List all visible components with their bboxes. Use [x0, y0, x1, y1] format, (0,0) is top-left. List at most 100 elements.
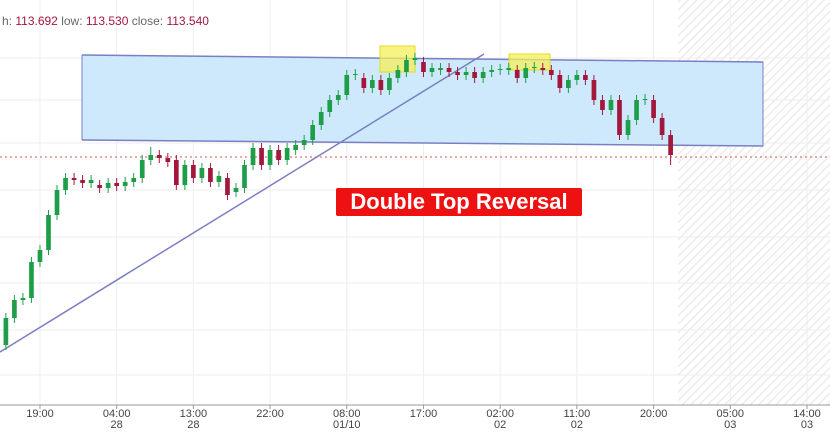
x-tick-sublabel: 28: [111, 419, 123, 431]
x-tick-label: 13:00: [180, 408, 208, 420]
candle-body: [591, 80, 597, 100]
x-tick-sublabel: 01/10: [333, 419, 361, 431]
candle-body: [225, 178, 230, 195]
candle-body: [46, 215, 51, 250]
candle-body: [387, 78, 392, 90]
candle-body: [361, 78, 367, 88]
candle-body: [173, 160, 179, 185]
candle-body: [531, 67, 537, 68]
x-tick-label: 14:00: [793, 408, 821, 420]
x-tick-label: 11:00: [564, 408, 591, 420]
candle-body: [412, 58, 418, 60]
candle-body: [293, 145, 298, 150]
candle-body: [63, 178, 68, 190]
support-line: [81, 139, 764, 147]
candle-body: [37, 250, 43, 262]
candle-body: [3, 318, 9, 345]
candle-body: [455, 72, 460, 75]
candle-body: [634, 100, 639, 120]
candle-body: [557, 75, 563, 88]
ohlc-label: close:: [132, 14, 163, 28]
x-tick-sublabel: 28: [187, 419, 199, 431]
x-tick-label: 04:00: [103, 408, 131, 420]
candle-body: [480, 72, 486, 78]
candle-body: [600, 100, 605, 110]
candle-body: [378, 80, 384, 90]
candle-body: [267, 150, 273, 165]
annotation-box: [336, 188, 582, 216]
candle-body: [250, 148, 256, 165]
candle-body: [318, 112, 324, 125]
candle-body: [642, 99, 648, 100]
candle-body: [80, 180, 85, 183]
ohlc-value: 113.692: [15, 14, 58, 28]
x-tick-label: 08:00: [333, 408, 361, 420]
candle-body: [259, 148, 264, 165]
annotation: Double Top Reversal: [350, 189, 567, 214]
resistance-line: [81, 54, 764, 63]
candle-body: [12, 300, 17, 318]
candle-body: [608, 100, 614, 110]
candle-body: [54, 190, 60, 215]
channel: [82, 55, 763, 146]
ohlc-label: low:: [61, 14, 82, 28]
candle-body: [421, 62, 426, 72]
x-tick-label: 17:00: [410, 408, 438, 420]
x-tick-label: 20:00: [640, 408, 668, 420]
candle-body: [352, 74, 358, 75]
candle-body: [242, 165, 247, 188]
candle-body: [540, 68, 546, 70]
candle-body: [148, 155, 154, 160]
candle-body: [497, 69, 503, 70]
trend-line: [0, 53, 485, 353]
candle-body: [105, 183, 111, 188]
candle-body: [548, 70, 554, 75]
candle-body: [131, 178, 137, 182]
candle-body: [122, 182, 128, 186]
candle-body: [566, 80, 571, 88]
ohlc-value: 113.530: [86, 14, 129, 28]
candle-body: [617, 100, 622, 135]
candle-body: [489, 70, 495, 72]
ohlc-value: 113.540: [166, 14, 209, 28]
candle-body: [114, 183, 120, 186]
candle-body: [97, 185, 102, 188]
top-marker: [508, 53, 551, 71]
candle-body: [659, 118, 665, 135]
candle-body: [29, 262, 34, 298]
x-tick-sublabel: 03: [724, 419, 736, 431]
candle-body: [668, 135, 673, 155]
candle-body: [335, 95, 341, 100]
candle-body: [651, 100, 656, 118]
candle-body: [216, 176, 222, 182]
candle-body: [370, 80, 375, 88]
candle-body: [301, 140, 307, 145]
candle-body: [88, 180, 94, 183]
candle-body: [463, 72, 469, 75]
candle-body: [395, 70, 401, 78]
x-tick-sublabel: 02: [494, 419, 506, 431]
candle-body: [276, 150, 281, 160]
candle-body: [20, 298, 26, 300]
x-tick-label: 02:00: [486, 408, 514, 420]
candle-body: [284, 148, 290, 160]
ohlc-label: h:: [2, 14, 12, 28]
candle-body: [139, 160, 145, 178]
x-tick-label: 05:00: [717, 408, 745, 420]
candle-body: [199, 168, 205, 178]
candle-body: [438, 68, 443, 70]
candles: [3, 53, 673, 350]
candle-body: [156, 155, 162, 158]
candle-body: [523, 68, 529, 78]
ohlc-header: h: 113.692 low: 113.530 close: 113.540: [2, 14, 209, 28]
candle-body: [71, 178, 77, 180]
candle-body: [310, 125, 316, 140]
x-tick-label: 19:00: [26, 408, 54, 420]
x-tick-sublabel: 02: [571, 419, 583, 431]
candle-body: [344, 75, 350, 95]
x-tick-label: 22:00: [256, 408, 284, 420]
candle-body: [208, 168, 213, 182]
candle-body: [429, 68, 435, 72]
candle-body: [165, 158, 171, 162]
